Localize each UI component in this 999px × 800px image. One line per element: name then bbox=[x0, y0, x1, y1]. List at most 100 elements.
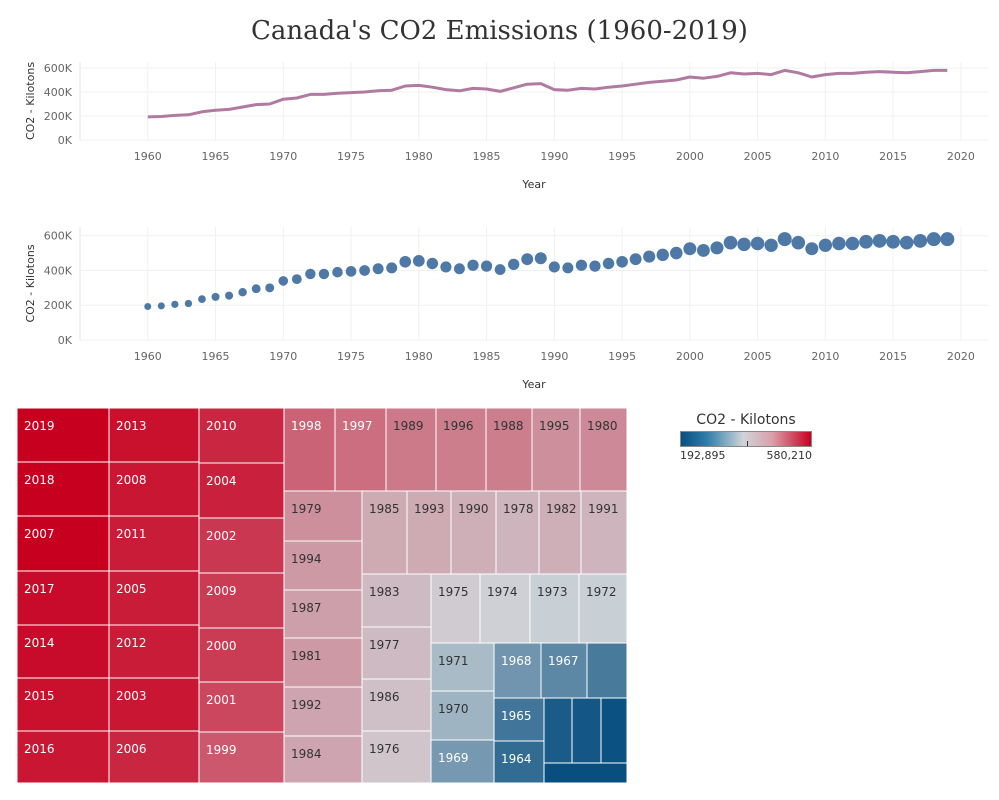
y-axis-label: CO2 - Kilotons bbox=[24, 62, 37, 140]
treemap-cell-label: 1971 bbox=[438, 654, 469, 668]
treemap-cell-label: 2001 bbox=[206, 693, 237, 707]
treemap-cell bbox=[531, 407, 581, 492]
emissions-point bbox=[238, 287, 247, 297]
emissions-point bbox=[399, 255, 412, 268]
x-tick-label: 1975 bbox=[337, 350, 365, 363]
emissions-point bbox=[345, 266, 357, 277]
emissions-point bbox=[198, 295, 206, 304]
treemap-cell bbox=[361, 730, 432, 784]
treemap-cell-label: 1975 bbox=[438, 585, 469, 599]
x-tick-label: 2020 bbox=[947, 150, 975, 163]
treemap-cell-label: 1991 bbox=[588, 502, 619, 516]
x-tick-label: 1960 bbox=[134, 150, 162, 163]
treemap-cell-label: 1995 bbox=[539, 419, 570, 433]
emissions-point bbox=[305, 268, 316, 280]
emissions-point bbox=[656, 248, 669, 262]
treemap-cell-label: 1967 bbox=[548, 654, 579, 668]
treemap-cell bbox=[543, 697, 573, 764]
emissions-point bbox=[616, 255, 628, 268]
emissions-point bbox=[872, 233, 887, 248]
treemap-cell bbox=[529, 573, 580, 644]
treemap-cell-label: 2004 bbox=[206, 474, 237, 488]
treemap-cell bbox=[430, 573, 481, 644]
treemap-cell-label: 1973 bbox=[537, 585, 568, 599]
treemap-cell-label: 2014 bbox=[24, 636, 55, 650]
emissions-point bbox=[575, 259, 588, 271]
x-tick-label: 1970 bbox=[269, 350, 297, 363]
x-tick-label: 1990 bbox=[540, 150, 568, 163]
treemap-cell-label: 2019 bbox=[24, 419, 55, 433]
treemap-cell-label: 1999 bbox=[206, 743, 237, 757]
treemap-cell-label: 2012 bbox=[116, 636, 147, 650]
treemap-cell-label: 2008 bbox=[116, 473, 147, 487]
emissions-point bbox=[805, 242, 819, 256]
treemap-cell bbox=[543, 762, 628, 784]
treemap-cell-label: 1964 bbox=[501, 752, 532, 766]
treemap-cell-label: 1993 bbox=[414, 502, 445, 516]
emissions-point bbox=[723, 235, 738, 250]
treemap-cell bbox=[485, 407, 533, 492]
x-tick-label: 1980 bbox=[405, 350, 433, 363]
emissions-point bbox=[454, 263, 465, 275]
treemap-cell bbox=[108, 570, 200, 626]
emissions-point bbox=[278, 276, 289, 286]
treemap-cell bbox=[430, 690, 495, 741]
treemap-cell-label: 2017 bbox=[24, 582, 55, 596]
emissions-point bbox=[144, 302, 152, 310]
x-tick-label: 1995 bbox=[608, 350, 636, 363]
treemap-cell bbox=[16, 570, 110, 626]
treemap-cell bbox=[435, 407, 487, 492]
x-tick-label: 1985 bbox=[473, 150, 501, 163]
treemap-cell-label: 1983 bbox=[369, 585, 400, 599]
treemap-cell bbox=[16, 730, 110, 784]
x-tick-label: 2000 bbox=[676, 350, 704, 363]
x-tick-label: 2010 bbox=[811, 350, 839, 363]
treemap-cell bbox=[198, 517, 285, 574]
treemap-cell bbox=[334, 407, 387, 492]
y-tick-label: 600K bbox=[44, 230, 73, 243]
treemap-cell-label: 1978 bbox=[503, 502, 534, 516]
treemap-cell bbox=[108, 407, 200, 463]
emissions-point bbox=[548, 261, 560, 273]
legend-mid-marker bbox=[747, 441, 748, 446]
emissions-point bbox=[211, 292, 220, 301]
emissions-point bbox=[683, 242, 697, 256]
emissions-point bbox=[386, 262, 398, 274]
emissions-point bbox=[629, 253, 642, 266]
treemap-cell bbox=[361, 490, 408, 575]
treemap-cell-label: 1990 bbox=[458, 502, 489, 516]
treemap-cell-label: 2007 bbox=[24, 527, 55, 541]
treemap-cell-label: 1996 bbox=[443, 419, 474, 433]
treemap: 2019 2018 2007 2017 2014 2015 2016 2013 2008 2011… bbox=[16, 407, 628, 784]
y-tick-label: 200K bbox=[44, 110, 73, 123]
emissions-point bbox=[845, 236, 860, 251]
treemap-cell-label: 1986 bbox=[369, 690, 400, 704]
emissions-point bbox=[764, 238, 778, 252]
emissions-line bbox=[147, 68, 948, 119]
x-axis-label: Year bbox=[521, 378, 546, 391]
emissions-point bbox=[886, 234, 900, 249]
emissions-point bbox=[670, 246, 683, 260]
emissions-point bbox=[602, 257, 615, 270]
treemap-cell bbox=[108, 461, 200, 517]
treemap-cell-label: 2016 bbox=[24, 742, 55, 756]
treemap-cell bbox=[198, 731, 285, 784]
treemap-cell bbox=[493, 697, 545, 742]
treemap-cell bbox=[493, 642, 542, 699]
y-tick-label: 400K bbox=[44, 86, 73, 99]
emissions-point bbox=[507, 258, 520, 271]
treemap-cell bbox=[198, 572, 285, 629]
treemap-cell-label: 1984 bbox=[291, 747, 322, 761]
treemap-cell bbox=[16, 515, 110, 572]
treemap-cell-label: 1981 bbox=[291, 649, 322, 663]
treemap-cell-label: 2002 bbox=[206, 529, 237, 543]
treemap-cell bbox=[579, 407, 628, 492]
treemap-cell bbox=[361, 626, 432, 680]
emissions-point bbox=[372, 263, 384, 275]
treemap-cell-label: 2006 bbox=[116, 742, 147, 756]
treemap-cell-label: 2011 bbox=[116, 527, 147, 541]
x-tick-label: 1975 bbox=[337, 150, 365, 163]
y-tick-label: 0K bbox=[58, 334, 73, 347]
x-tick-label: 2015 bbox=[879, 150, 907, 163]
treemap-cell bbox=[16, 461, 110, 517]
